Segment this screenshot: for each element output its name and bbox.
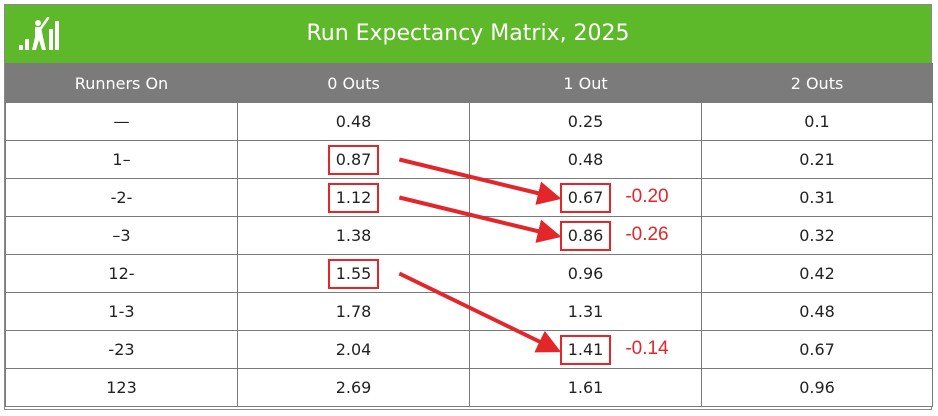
value-cell: 0.48 xyxy=(237,102,470,141)
runners-cell: -2- xyxy=(5,178,238,217)
table-row: 1-3 1.78 1.31 0.48 xyxy=(5,292,933,331)
value-cell: 0.48 xyxy=(469,140,702,179)
table-row: —0.48 0.25 0.1 xyxy=(5,102,933,141)
run-expectancy-table: Runners On 0 Outs 1 Out 2 Outs —0.48 0.25… xyxy=(5,63,933,407)
highlighted-value: 1.12 xyxy=(327,182,380,213)
table-row: -23 2.04 1.41 0.67 xyxy=(5,330,933,369)
runners-cell: 12- xyxy=(5,254,238,293)
baseball-batter-chart-icon xyxy=(19,17,59,50)
page-title: Run Expectancy Matrix, 2025 xyxy=(306,21,630,46)
runners-cell: –3 xyxy=(5,216,238,255)
value-cell: 2.69 xyxy=(237,368,470,407)
delta-label: -0.14 xyxy=(625,337,669,359)
runners-cell: 1-3 xyxy=(5,292,238,331)
value-cell: 0.42 xyxy=(701,254,933,293)
delta-label: -0.20 xyxy=(625,185,669,207)
value-cell: 1.31 xyxy=(469,292,702,331)
highlighted-value: 0.86 xyxy=(559,220,612,251)
runners-cell: 1– xyxy=(5,140,238,179)
column-header-runners: Runners On xyxy=(5,63,238,103)
column-header-2-outs: 2 Outs xyxy=(701,63,933,103)
runners-cell: -23 xyxy=(5,330,238,369)
runners-cell: 123 xyxy=(5,368,238,407)
highlighted-value: 0.67 xyxy=(559,182,612,213)
value-cell: 0.1 xyxy=(701,102,933,141)
value-cell: 1.38 xyxy=(237,216,470,255)
value-cell: 0.96 xyxy=(469,254,702,293)
highlighted-value: 1.55 xyxy=(327,258,380,289)
value-cell: 0.21 xyxy=(701,140,933,179)
value-cell: 0.96 xyxy=(701,368,933,407)
value-cell: 0.32 xyxy=(701,216,933,255)
value-cell: 0.25 xyxy=(469,102,702,141)
value-cell: 2.04 xyxy=(237,330,470,369)
table-row: 1– 0.87 0.48 0.21 xyxy=(5,140,933,179)
table-row: 12- 1.55 0.96 0.42 xyxy=(5,254,933,293)
value-cell: 0.48 xyxy=(701,292,933,331)
runners-cell: — xyxy=(5,102,238,141)
value-cell: 0.87 xyxy=(237,140,470,179)
delta-label: -0.26 xyxy=(625,223,669,245)
table-row: –3 1.38 0.86 0.32 xyxy=(5,216,933,255)
column-header-0-outs: 0 Outs xyxy=(237,63,470,103)
value-cell: 0.31 xyxy=(701,178,933,217)
value-cell: 1.55 xyxy=(237,254,470,293)
value-cell: 1.78 xyxy=(237,292,470,331)
value-cell: 0.67 xyxy=(701,330,933,369)
title-bar: Run Expectancy Matrix, 2025 xyxy=(5,5,931,63)
highlighted-value: 1.41 xyxy=(559,334,612,365)
header-row: Runners On 0 Outs 1 Out 2 Outs xyxy=(5,63,933,103)
table-row: -2- 1.12 0.67 0.31 xyxy=(5,178,933,217)
column-header-1-out: 1 Out xyxy=(469,63,702,103)
value-cell: 1.61 xyxy=(469,368,702,407)
highlighted-value: 0.87 xyxy=(327,144,380,175)
value-cell: 1.12 xyxy=(237,178,470,217)
table-row: 123 2.69 1.61 0.96 xyxy=(5,368,933,407)
